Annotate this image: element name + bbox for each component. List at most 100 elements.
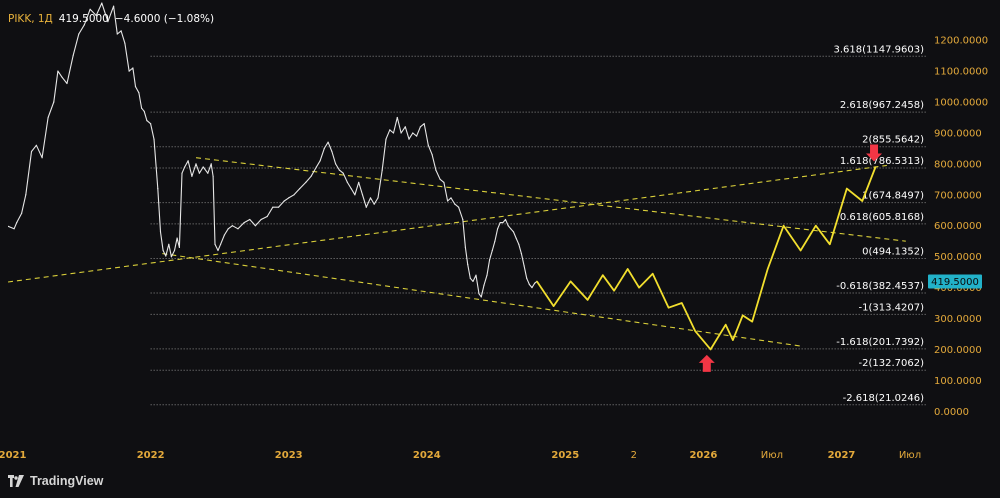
projection-point bbox=[638, 287, 640, 289]
price-point bbox=[293, 194, 295, 196]
price-point bbox=[385, 138, 387, 140]
price-point bbox=[30, 150, 33, 153]
price-point bbox=[113, 5, 115, 7]
tradingview-branding[interactable]: TradingView bbox=[8, 474, 103, 488]
price-point bbox=[159, 231, 162, 233]
price-point bbox=[21, 212, 23, 214]
price-point bbox=[342, 172, 344, 174]
price-point bbox=[494, 240, 496, 242]
projection-point bbox=[710, 348, 712, 350]
price-point bbox=[89, 8, 91, 10]
fib-level-label: -2(132.7062) bbox=[859, 358, 925, 369]
price-point bbox=[469, 277, 471, 279]
price-point bbox=[202, 166, 204, 168]
price-point bbox=[283, 200, 285, 202]
price-point bbox=[389, 129, 391, 131]
projection-point bbox=[681, 302, 683, 304]
price-point bbox=[335, 163, 337, 165]
price-point bbox=[207, 172, 209, 174]
price-point bbox=[531, 287, 533, 289]
price-point bbox=[101, 2, 103, 4]
price-point bbox=[260, 218, 262, 221]
price-point bbox=[491, 249, 493, 252]
price-point bbox=[467, 263, 469, 265]
x-axis-tick-label: 2024 bbox=[413, 450, 441, 461]
price-point bbox=[510, 228, 512, 230]
price-point bbox=[369, 197, 372, 199]
projection-point bbox=[587, 299, 589, 301]
price-point bbox=[315, 166, 317, 168]
projection-point bbox=[668, 307, 670, 309]
price-point bbox=[173, 249, 176, 252]
y-axis-tick-label: 800.0000 bbox=[934, 159, 982, 170]
price-point bbox=[277, 206, 280, 208]
price-point bbox=[447, 200, 449, 202]
price-point bbox=[499, 222, 501, 224]
price-point bbox=[507, 225, 509, 227]
price-point bbox=[266, 215, 268, 218]
price-point bbox=[526, 277, 528, 279]
price-point bbox=[450, 197, 452, 199]
price-point bbox=[331, 150, 333, 153]
symbol-interval-label[interactable]: PIKK, 1Д bbox=[8, 13, 53, 25]
price-point bbox=[146, 120, 148, 122]
fib-level-label: -2.618(21.0246) bbox=[843, 393, 924, 404]
y-axis-tick-label: 1000.0000 bbox=[934, 98, 988, 109]
price-point bbox=[83, 24, 85, 26]
price-point bbox=[187, 160, 189, 162]
price-point bbox=[249, 218, 251, 221]
tradingview-logo-icon bbox=[8, 475, 24, 487]
x-axis-tick-label: 2025 bbox=[551, 450, 579, 461]
arrow-down-icon bbox=[866, 144, 883, 162]
price-point bbox=[162, 249, 164, 252]
fib-level-label: 1(674.8497) bbox=[862, 191, 924, 202]
price-point bbox=[150, 123, 152, 125]
price-point bbox=[404, 126, 406, 128]
y-axis-tick-label: 300.0000 bbox=[934, 314, 982, 325]
price-point bbox=[170, 256, 172, 258]
fib-level-label: -1(313.4207) bbox=[859, 302, 925, 313]
projection-point bbox=[751, 321, 753, 323]
price-point bbox=[396, 116, 398, 119]
trendline bbox=[8, 164, 887, 283]
price-point bbox=[61, 76, 63, 78]
price-point bbox=[361, 194, 364, 196]
projection-point bbox=[613, 290, 615, 292]
price-point bbox=[515, 237, 517, 239]
price-point bbox=[502, 222, 504, 224]
price-point bbox=[107, 21, 109, 23]
fib-level-label: 2.618(967.2458) bbox=[840, 100, 924, 111]
price-point bbox=[423, 123, 425, 125]
projection-point bbox=[861, 200, 863, 202]
price-point bbox=[489, 259, 491, 261]
price-point bbox=[427, 144, 429, 146]
price-point bbox=[143, 110, 145, 112]
tradingview-brand-name: TradingView bbox=[30, 474, 104, 488]
y-axis-tick-label: 1100.0000 bbox=[934, 67, 988, 78]
price-point bbox=[412, 132, 414, 134]
price-point bbox=[116, 33, 118, 35]
price-point bbox=[132, 67, 134, 69]
projection-point bbox=[829, 243, 831, 245]
price-point bbox=[272, 206, 274, 208]
price-point bbox=[310, 175, 312, 177]
fib-level-label: -1.618(201.7392) bbox=[836, 337, 924, 348]
price-point bbox=[57, 70, 59, 72]
price-point bbox=[464, 246, 466, 248]
price-point bbox=[480, 296, 482, 298]
price-point bbox=[523, 265, 525, 267]
trendline bbox=[162, 253, 803, 347]
y-axis-tick-label: 600.0000 bbox=[934, 221, 982, 232]
x-axis-tick-label: Июл bbox=[899, 450, 921, 461]
price-point bbox=[141, 107, 143, 109]
projection-point bbox=[553, 305, 555, 307]
price-point bbox=[176, 237, 178, 239]
price-point bbox=[497, 228, 499, 230]
price-point bbox=[478, 293, 480, 295]
price-point bbox=[223, 234, 225, 236]
price-point bbox=[178, 246, 180, 248]
price-point bbox=[462, 218, 464, 221]
price-point bbox=[165, 255, 167, 257]
price-change-label: −4.6000 (−1.08%) bbox=[114, 13, 215, 25]
